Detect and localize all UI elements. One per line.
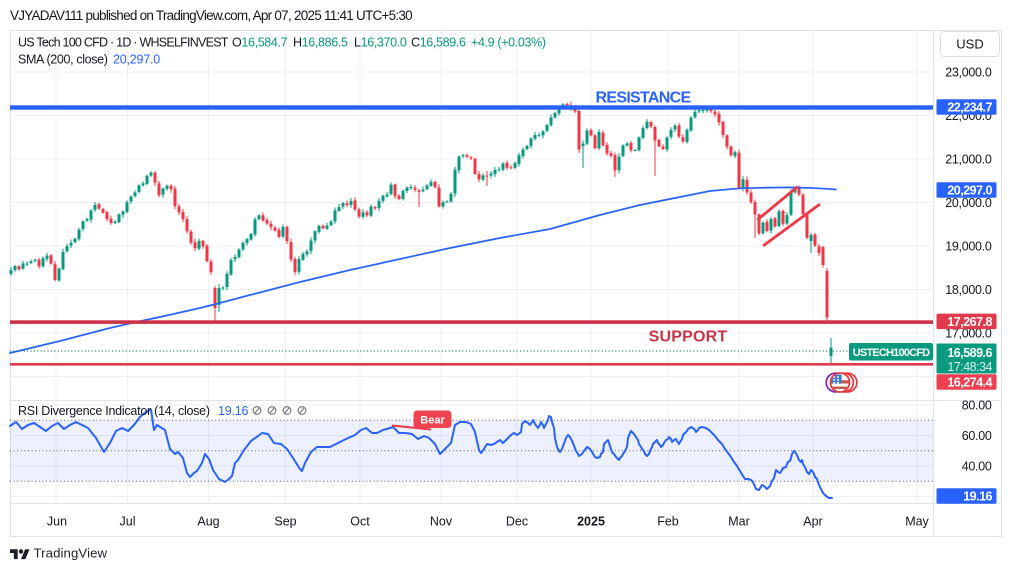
svg-text:16,274.4: 16,274.4	[947, 375, 992, 389]
svg-text:May: May	[905, 515, 929, 529]
svg-text:O16,584.7: O16,584.7	[232, 36, 288, 50]
svg-text:23,000.0: 23,000.0	[945, 65, 992, 79]
svg-text:Mar: Mar	[728, 515, 750, 529]
svg-text:Dec: Dec	[506, 515, 528, 529]
svg-text:Bear: Bear	[420, 415, 445, 427]
svg-text:19.16: 19.16	[963, 489, 992, 503]
svg-text:21,000.0: 21,000.0	[945, 152, 992, 166]
svg-text:Nov: Nov	[430, 515, 453, 529]
svg-text:Apr: Apr	[803, 515, 822, 529]
svg-text:16,589.6: 16,589.6	[947, 346, 992, 360]
svg-text:RESISTANCE: RESISTANCE	[596, 90, 692, 107]
svg-text:60.00: 60.00	[962, 429, 992, 443]
svg-text:US Tech 100 CFD · 1D · WHSELFI: US Tech 100 CFD · 1D · WHSELFINVEST	[18, 36, 229, 50]
svg-text:SUPPORT: SUPPORT	[649, 329, 728, 346]
svg-text:Jul: Jul	[120, 515, 136, 529]
svg-text:19,000.0: 19,000.0	[945, 239, 992, 253]
svg-text:Aug: Aug	[197, 515, 219, 529]
svg-text:Oct: Oct	[350, 515, 370, 529]
svg-text:40.00: 40.00	[962, 459, 992, 473]
svg-text:2025: 2025	[577, 515, 605, 529]
svg-text:17:48:34: 17:48:34	[947, 360, 992, 374]
svg-text:Jun: Jun	[47, 515, 67, 529]
svg-text:RSI Divergence Indicator (14,: RSI Divergence Indicator (14, close)	[18, 404, 210, 418]
svg-text:19.16: 19.16	[218, 404, 249, 418]
svg-text:L16,370.0: L16,370.0	[354, 36, 407, 50]
svg-text:C16,589.6: C16,589.6	[411, 36, 466, 50]
svg-text:USTECH100CFD: USTECH100CFD	[853, 347, 930, 359]
svg-text:VJYADAV111 published on Tradin: VJYADAV111 published on TradingView.com,…	[10, 8, 412, 23]
svg-text:Feb: Feb	[657, 515, 679, 529]
svg-text:+4.9 (+0.03%): +4.9 (+0.03%)	[471, 36, 546, 50]
svg-text:TradingView: TradingView	[34, 546, 108, 561]
svg-text:80.00: 80.00	[962, 398, 992, 412]
svg-text:20,000.0: 20,000.0	[945, 196, 992, 210]
svg-text:20,297.0: 20,297.0	[113, 53, 160, 67]
svg-text:17,267.8: 17,267.8	[947, 315, 992, 329]
svg-text:SMA (200, close): SMA (200, close)	[18, 53, 108, 67]
svg-text:18,000.0: 18,000.0	[945, 283, 992, 297]
svg-text:Sep: Sep	[274, 515, 296, 529]
svg-text:22,234.7: 22,234.7	[947, 100, 992, 114]
svg-text:17,000.0: 17,000.0	[945, 326, 992, 340]
svg-text:H16,886.5: H16,886.5	[293, 36, 348, 50]
svg-text:USD: USD	[956, 37, 983, 52]
svg-text:20,297.0: 20,297.0	[947, 183, 992, 197]
